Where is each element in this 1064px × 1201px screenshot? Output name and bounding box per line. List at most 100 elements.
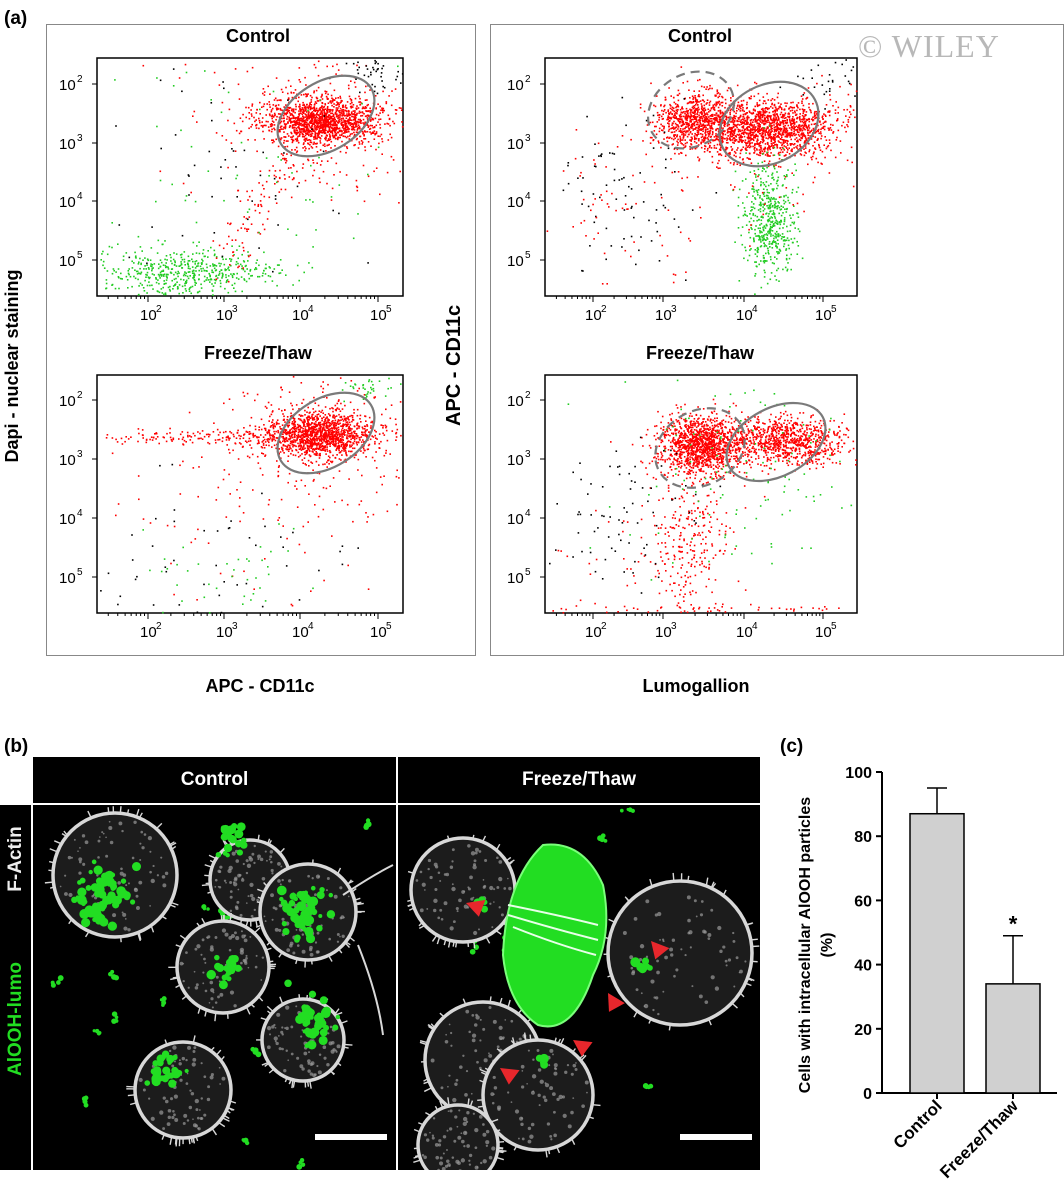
scatter-dot bbox=[300, 449, 303, 451]
scatter-dot bbox=[781, 144, 783, 147]
scatter-dot bbox=[164, 264, 167, 267]
scatter-dot bbox=[207, 256, 209, 258]
scatter-dot bbox=[327, 459, 329, 462]
scatter-dot bbox=[337, 107, 339, 109]
scatter-dot bbox=[322, 150, 325, 153]
scatter-dot bbox=[193, 110, 196, 113]
scatter-dot bbox=[307, 158, 309, 161]
scatter-dot bbox=[291, 414, 293, 417]
scatter-dot bbox=[343, 127, 345, 130]
scatter-dot bbox=[304, 447, 306, 450]
scatter-dot bbox=[304, 441, 307, 444]
x-tick-label: 10 bbox=[585, 307, 602, 324]
scatter-dot bbox=[121, 278, 123, 280]
scatter-dot bbox=[275, 176, 277, 178]
scatter-dot bbox=[285, 429, 288, 431]
scatter-dot bbox=[166, 273, 168, 276]
scatter-dot bbox=[307, 429, 310, 431]
scatter-dot bbox=[308, 428, 310, 430]
scatter-dot bbox=[394, 88, 397, 90]
scatter-dot bbox=[203, 269, 206, 272]
scatter-dot bbox=[173, 520, 176, 523]
scatter-dot bbox=[141, 429, 144, 431]
scatter-dot bbox=[288, 126, 291, 129]
scatter-dot bbox=[246, 230, 248, 232]
scatter-dot bbox=[171, 440, 173, 442]
scatter-dot bbox=[259, 546, 262, 548]
scatter-dot bbox=[248, 437, 251, 440]
scatter-dot bbox=[745, 148, 747, 151]
scatter-dot bbox=[116, 441, 119, 443]
scatter-dot bbox=[272, 116, 275, 118]
scatter-dot bbox=[342, 124, 345, 126]
scatter-dot bbox=[211, 283, 213, 285]
scatter-dot bbox=[242, 260, 245, 262]
scatter-dot bbox=[258, 127, 260, 130]
scatter-dot bbox=[357, 72, 360, 75]
scatter-dot bbox=[742, 133, 745, 135]
scatter-dot bbox=[366, 110, 369, 112]
scatter-dot bbox=[319, 112, 322, 114]
scatter-dot bbox=[255, 262, 258, 264]
scatter-dot bbox=[358, 141, 361, 143]
scatter-dot bbox=[342, 126, 344, 128]
scatter-dot bbox=[318, 108, 321, 110]
scatter-dot bbox=[812, 127, 815, 130]
scatter-dot bbox=[353, 126, 355, 129]
scatter-dot bbox=[286, 446, 289, 449]
scatter-dot bbox=[382, 65, 385, 67]
scatter-dot bbox=[219, 572, 222, 575]
scatter-dot bbox=[305, 110, 307, 112]
scatter-dot bbox=[332, 115, 335, 117]
scatter-dot bbox=[342, 445, 345, 448]
scatter-dot bbox=[317, 60, 320, 63]
scatter-dot bbox=[329, 422, 332, 425]
scatter-dot bbox=[776, 124, 778, 127]
scatter-dot bbox=[185, 441, 187, 443]
scatter-dot bbox=[305, 147, 307, 150]
scatter-dot bbox=[152, 267, 154, 269]
scatter-dot bbox=[318, 453, 321, 455]
scatter-dot bbox=[339, 114, 341, 117]
scatter-dot bbox=[308, 134, 310, 137]
scatter-dot bbox=[836, 136, 838, 139]
scatter-dot bbox=[348, 440, 351, 443]
scatter-dot bbox=[185, 282, 187, 284]
scatter-dot bbox=[308, 454, 311, 456]
scatter-dot bbox=[357, 107, 360, 109]
scatter-dot bbox=[197, 265, 199, 267]
scatter-dot bbox=[228, 448, 230, 451]
scatter-dot bbox=[213, 422, 215, 424]
scatter-dot bbox=[741, 121, 744, 123]
scatter-dot bbox=[327, 413, 330, 415]
scatter-dot bbox=[305, 107, 307, 109]
scatter-dot bbox=[131, 260, 133, 263]
scatter-dot bbox=[106, 270, 109, 272]
scatter-dot bbox=[323, 143, 326, 145]
scatter-dot bbox=[270, 130, 273, 133]
scatter-dot bbox=[401, 121, 403, 123]
scatter-dot bbox=[257, 462, 260, 464]
scatter-dot bbox=[241, 267, 243, 270]
scatter-dot bbox=[338, 111, 341, 114]
scatter-dot bbox=[302, 430, 304, 432]
scatter-dot bbox=[325, 114, 327, 116]
scatter-dot bbox=[310, 126, 313, 128]
scatter-dot bbox=[331, 407, 333, 409]
scatter-dot bbox=[303, 135, 305, 138]
scatter-dot bbox=[145, 276, 147, 278]
scatter-dot bbox=[180, 256, 183, 259]
scatter-dot bbox=[810, 138, 813, 140]
scatter-dot bbox=[252, 436, 255, 438]
scatter-dot bbox=[361, 102, 363, 105]
scatter-dot bbox=[279, 451, 282, 453]
scatter-dot bbox=[297, 125, 300, 128]
scatter-dot bbox=[368, 379, 371, 381]
scatter-dot bbox=[310, 426, 313, 429]
scatter-dot bbox=[313, 123, 315, 126]
scatter-dot bbox=[250, 126, 252, 128]
scatter-dot bbox=[843, 109, 845, 111]
scatter-dot bbox=[319, 149, 322, 151]
scatter-dot bbox=[379, 127, 382, 129]
scatter-dot bbox=[209, 265, 212, 267]
